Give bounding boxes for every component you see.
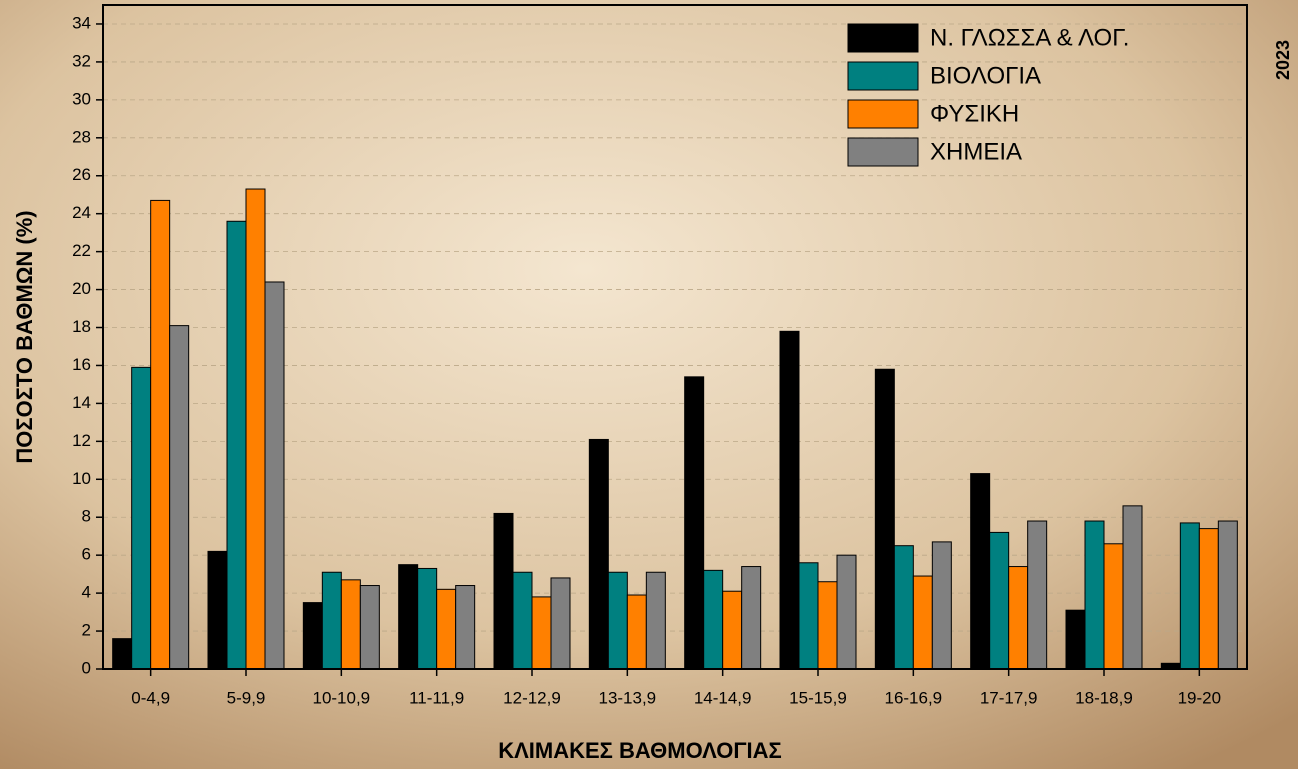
y-tick-label: 30 <box>72 89 91 108</box>
bar <box>704 570 723 669</box>
bar <box>1218 521 1237 669</box>
bar <box>113 639 132 669</box>
legend-swatch <box>848 138 918 166</box>
bar <box>322 572 341 669</box>
legend-swatch <box>848 100 918 128</box>
bar <box>837 555 856 669</box>
bar <box>875 369 894 669</box>
bar <box>341 580 360 669</box>
y-tick-label: 34 <box>72 13 91 32</box>
bar <box>799 563 818 669</box>
page: {"chart_data": {"type": "bar", "xlabel":… <box>0 0 1298 774</box>
bar <box>360 586 379 669</box>
bar <box>971 474 990 669</box>
y-tick-label: 0 <box>82 658 91 677</box>
y-tick-label: 28 <box>72 127 91 146</box>
bar <box>303 603 322 669</box>
bar <box>494 513 513 669</box>
bar <box>990 532 1009 669</box>
bar <box>399 565 418 669</box>
bar <box>132 367 151 669</box>
x-tick-label: 0-4,9 <box>131 688 170 707</box>
bar <box>513 572 532 669</box>
bar <box>589 439 608 669</box>
bar <box>170 326 189 669</box>
y-tick-label: 4 <box>82 583 91 602</box>
bar <box>532 597 551 669</box>
legend-label: Ν. ΓΛΩΣΣΑ & ΛΟΓ. <box>930 24 1129 51</box>
year-annotation: 2023 <box>1273 40 1293 80</box>
x-tick-label: 16-16,9 <box>884 688 942 707</box>
y-tick-label: 8 <box>82 507 91 526</box>
y-tick-label: 24 <box>72 203 91 222</box>
legend-label: ΦΥΣΙΚΗ <box>930 100 1019 127</box>
x-tick-label: 11-11,9 <box>409 688 464 707</box>
bar <box>1009 567 1028 669</box>
y-tick-label: 2 <box>82 621 91 640</box>
y-tick-label: 12 <box>72 431 91 450</box>
y-tick-label: 26 <box>72 165 91 184</box>
chart: ΚΛΙΜΑΚΕΣ ΒΑΘΜΟΛΟΓΙΑΣ ΠΟΣΟΣΤΟ ΒΑΘΜΩΝ (%) … <box>0 0 1298 769</box>
bar <box>913 576 932 669</box>
bar <box>723 591 742 669</box>
bar <box>894 546 913 669</box>
bar <box>627 595 646 669</box>
y-tick-label: 16 <box>72 355 91 374</box>
bar <box>1123 506 1142 669</box>
bar <box>437 589 456 669</box>
x-axis-title: ΚΛΙΜΑΚΕΣ ΒΑΘΜΟΛΟΓΙΑΣ <box>498 738 782 763</box>
legend-swatch <box>848 62 918 90</box>
bar <box>780 331 799 669</box>
x-tick-label: 19-20 <box>1178 688 1221 707</box>
x-tick-label: 10-10,9 <box>312 688 370 707</box>
bar <box>685 377 704 669</box>
x-tick-label: 13-13,9 <box>598 688 656 707</box>
bar <box>1085 521 1104 669</box>
x-tick-label: 17-17,9 <box>980 688 1038 707</box>
bar <box>227 221 246 669</box>
bar <box>1180 523 1199 669</box>
y-tick-label: 22 <box>72 241 91 260</box>
bar <box>608 572 627 669</box>
bar <box>246 189 265 669</box>
bar <box>932 542 951 669</box>
y-tick-label: 18 <box>72 317 91 336</box>
y-tick-label: 10 <box>72 469 91 488</box>
bar <box>1066 610 1085 669</box>
bar <box>1104 544 1123 669</box>
bar <box>551 578 570 669</box>
y-tick-label: 32 <box>72 51 91 70</box>
legend-label: ΧΗΜΕΙΑ <box>930 138 1022 165</box>
x-tick-label: 15-15,9 <box>789 688 847 707</box>
x-tick-label: 18-18,9 <box>1075 688 1133 707</box>
bar <box>646 572 665 669</box>
bar <box>818 582 837 669</box>
y-tick-label: 20 <box>72 279 91 298</box>
legend-swatch <box>848 24 918 52</box>
y-tick-label: 14 <box>72 393 91 412</box>
bar <box>151 200 170 669</box>
bar <box>265 282 284 669</box>
bar <box>1199 529 1218 669</box>
y-axis-title: ΠΟΣΟΣΤΟ ΒΑΘΜΩΝ (%) <box>12 210 37 463</box>
bar <box>742 567 761 669</box>
bar <box>208 551 227 669</box>
x-tick-label: 12-12,9 <box>503 688 561 707</box>
bar <box>418 568 437 669</box>
legend-label: ΒΙΟΛΟΓΙΑ <box>930 62 1041 89</box>
bar <box>456 586 475 669</box>
bar <box>1028 521 1047 669</box>
y-tick-label: 6 <box>82 545 91 564</box>
x-tick-label: 14-14,9 <box>694 688 752 707</box>
x-tick-label: 5-9,9 <box>227 688 266 707</box>
